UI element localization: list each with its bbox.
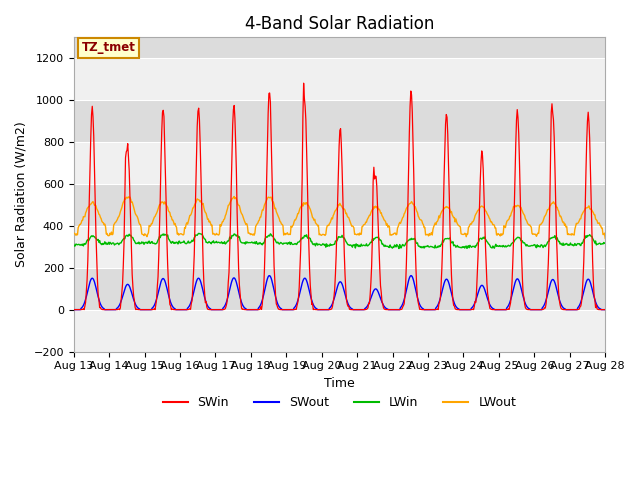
Bar (74, 142, 605, 184)
Title: 4-Band Solar Radiation: 4-Band Solar Radiation (244, 15, 434, 33)
Bar (74, 100, 605, 142)
Legend: SWin, SWout, LWin, LWout: SWin, SWout, LWin, LWout (157, 391, 522, 414)
Bar (74, 268, 605, 310)
Text: TZ_tmet: TZ_tmet (82, 41, 136, 54)
X-axis label: Time: Time (324, 377, 355, 390)
Bar (74, 226, 605, 268)
Bar (74, 184, 605, 226)
Bar (74, 58, 605, 100)
Bar (74, 310, 605, 351)
Y-axis label: Solar Radiation (W/m2): Solar Radiation (W/m2) (15, 121, 28, 267)
